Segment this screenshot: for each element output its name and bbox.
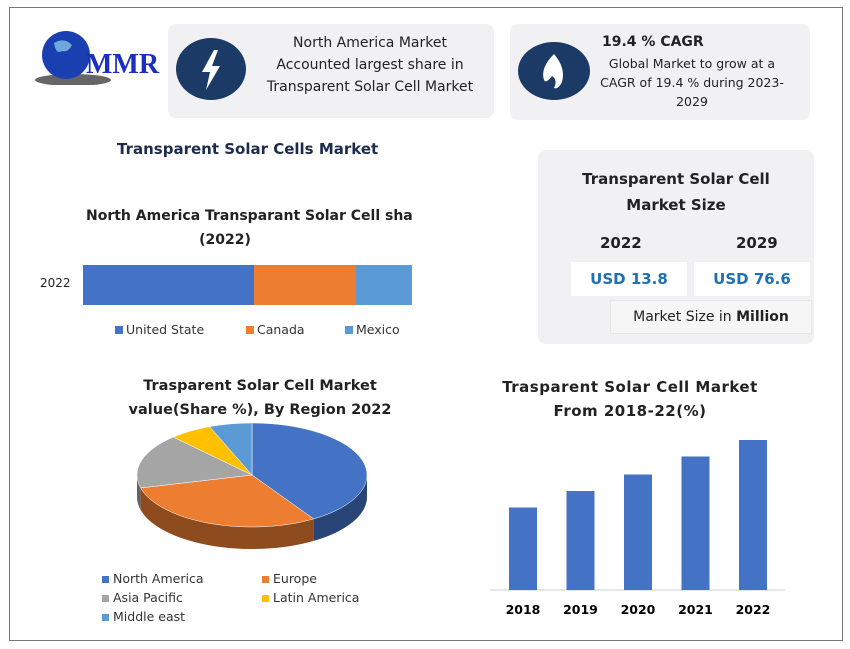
pie-slice-europe bbox=[140, 474, 315, 528]
pie-slice-middle-east bbox=[209, 422, 253, 476]
mmr-logo: MMR bbox=[18, 25, 168, 86]
pie-title: Trasparent Solar Cell Market bbox=[143, 378, 377, 394]
legend-swatch-mexico bbox=[345, 326, 353, 334]
flame-icon bbox=[518, 42, 590, 100]
legend-swatch bbox=[262, 595, 269, 602]
tick-label-2021: 2021 bbox=[678, 602, 713, 617]
cagr-card: 19.4 % CAGR Global Market to grow at a C… bbox=[510, 24, 810, 120]
tick-label-2019: 2019 bbox=[563, 602, 598, 617]
unit-bold: Million bbox=[736, 309, 789, 325]
pie-side-asia-pacific bbox=[137, 475, 141, 510]
column-chart: 2018 2019 2020 2021 2022 bbox=[490, 440, 785, 617]
legend-swatch bbox=[262, 576, 269, 583]
bar-2020 bbox=[624, 474, 652, 590]
stacked-category-label: 2022 bbox=[40, 276, 71, 290]
tick-label-2018: 2018 bbox=[506, 602, 541, 617]
logo-text: MMR bbox=[86, 49, 160, 80]
year-2022: 2022 bbox=[600, 234, 642, 252]
legend-mexico: Mexico bbox=[356, 322, 400, 337]
bar-2022 bbox=[739, 440, 767, 590]
tick-label-2020: 2020 bbox=[621, 602, 656, 617]
legend-asia-pacific: Asia Pacific bbox=[113, 590, 183, 605]
card1-line: Transparent Solar Cell Market bbox=[266, 79, 474, 95]
legend-swatch-canada bbox=[246, 326, 254, 334]
size-title: Transparent Solar Cell bbox=[582, 170, 770, 188]
globe-icon bbox=[35, 31, 111, 86]
pie-chart bbox=[136, 422, 368, 549]
infographic-frame bbox=[9, 7, 843, 641]
page-heading: Transparent Solar Cells Market bbox=[117, 140, 379, 158]
unit-prefix: Market Size in bbox=[633, 309, 737, 325]
pie-side-north-america bbox=[313, 475, 367, 541]
cagr-line: 2029 bbox=[676, 94, 708, 109]
bar-2018 bbox=[509, 507, 537, 590]
legend-latin-america: Latin America bbox=[273, 590, 360, 605]
stack-segment-mexico bbox=[356, 265, 412, 305]
cagr-line: CAGR of 19.4 % during 2023- bbox=[600, 75, 784, 90]
legend-united-state: United State bbox=[126, 322, 205, 337]
legend-swatch bbox=[102, 595, 109, 602]
tick-label-2022: 2022 bbox=[736, 602, 771, 617]
column-chart-title: Trasparent Solar Cell Market bbox=[502, 378, 758, 396]
legend-swatch-united-state bbox=[115, 326, 123, 334]
market-size-card: Transparent Solar Cell Market Size 2022 … bbox=[538, 150, 814, 344]
legend-swatch bbox=[102, 576, 109, 583]
lightning-icon bbox=[176, 38, 246, 100]
card1-line: Accounted largest share in bbox=[276, 57, 464, 73]
bar-2019 bbox=[566, 491, 595, 590]
pie-slice-north-america bbox=[251, 422, 368, 520]
pie-slice-asia-pacific bbox=[136, 436, 253, 489]
cagr-title: 19.4 % CAGR bbox=[602, 34, 704, 50]
stacked-chart-subtitle: (2022) bbox=[199, 232, 251, 248]
size-title: Market Size bbox=[626, 196, 726, 214]
unit-label: Market Size in Million bbox=[610, 300, 812, 334]
pie-side-europe bbox=[140, 487, 314, 549]
north-america-card: North America Market Accounted largest s… bbox=[168, 24, 494, 118]
year-2029: 2029 bbox=[736, 234, 778, 252]
stacked-bar bbox=[83, 265, 412, 305]
column-chart-title: From 2018-22(%) bbox=[553, 402, 707, 420]
stack-segment-united-state bbox=[83, 265, 255, 305]
stacked-chart-title: North America Transparant Solar Cell sha bbox=[86, 208, 413, 224]
value-2022: USD 13.8 bbox=[571, 262, 687, 296]
cagr-line: Global Market to grow at a bbox=[608, 56, 776, 71]
bar-2021 bbox=[681, 456, 710, 590]
legend-north-america: North America bbox=[113, 571, 204, 586]
stack-segment-canada bbox=[254, 265, 357, 305]
card1-line: North America Market bbox=[293, 35, 447, 51]
legend-canada: Canada bbox=[257, 322, 305, 337]
pie-title: value(Share %), By Region 2022 bbox=[128, 402, 392, 418]
legend-swatch bbox=[102, 614, 109, 621]
value-2029: USD 76.6 bbox=[694, 262, 810, 296]
legend-europe: Europe bbox=[273, 571, 317, 586]
legend-middle-east: Middle east bbox=[113, 609, 186, 624]
